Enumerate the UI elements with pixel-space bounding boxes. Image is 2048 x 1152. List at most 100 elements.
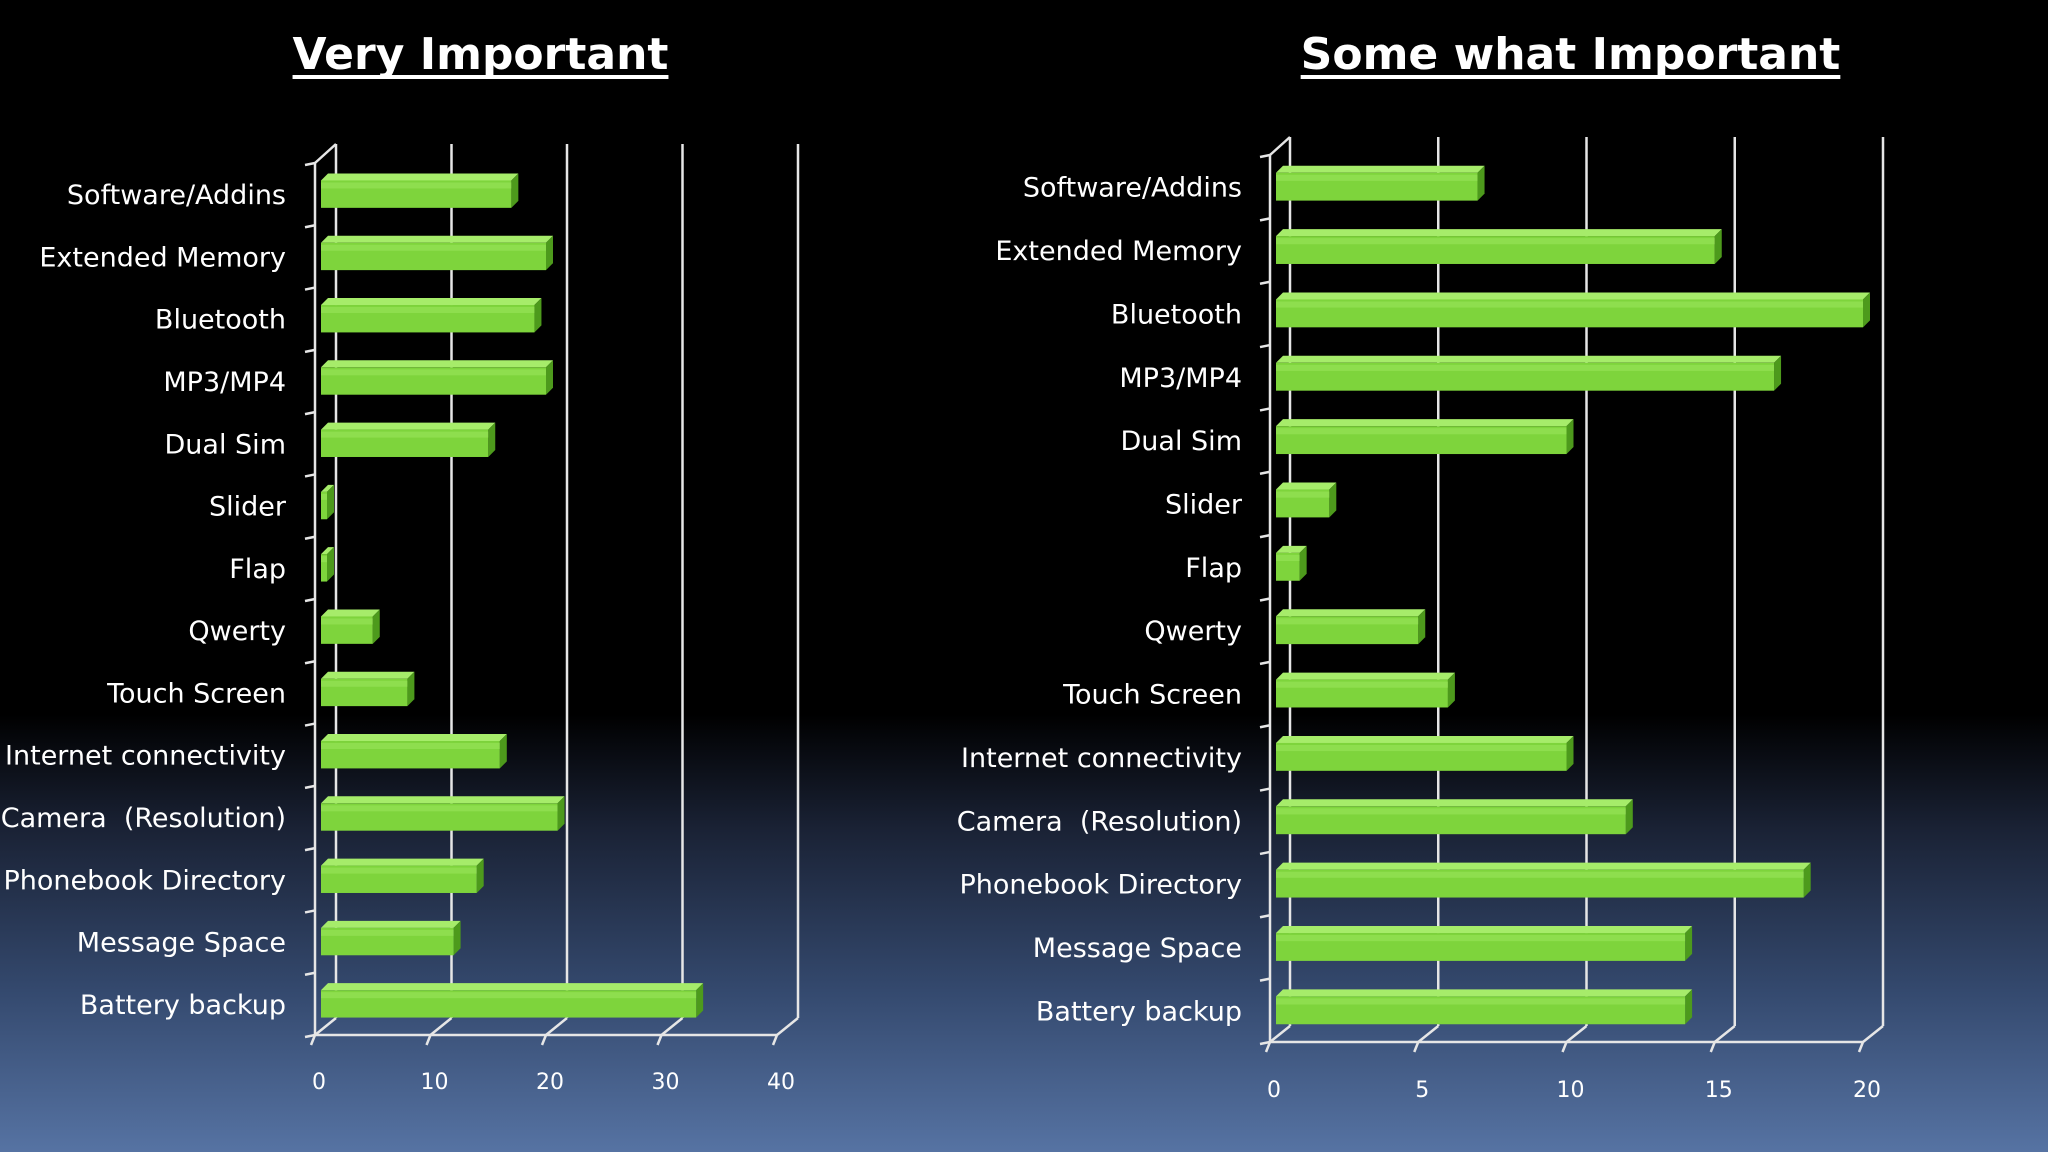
- bar: [321, 671, 415, 707]
- x-tick-label: 10: [421, 1070, 449, 1095]
- bar-highlight: [1276, 491, 1330, 498]
- bar: [321, 360, 553, 395]
- y-tick-mark: [304, 1033, 316, 1039]
- bar: [1276, 799, 1633, 835]
- bar-side: [557, 796, 565, 831]
- category-label: Internet connectivity: [5, 741, 286, 772]
- bar-highlight: [1276, 935, 1686, 942]
- bar: [1276, 862, 1811, 898]
- bar-top: [321, 173, 519, 181]
- bar-top: [1276, 672, 1455, 680]
- floor-gridline: [429, 1017, 453, 1036]
- x-tick-mark: [309, 1034, 317, 1046]
- bar: [321, 173, 519, 208]
- category-label: Qwerty: [1144, 616, 1242, 647]
- bar: [321, 547, 334, 582]
- floor-gridline: [1565, 1025, 1588, 1043]
- bar-highlight: [1276, 871, 1804, 878]
- bar-top: [1276, 989, 1693, 997]
- x-tick-label: 0: [1267, 1078, 1281, 1103]
- x-tick-label: 5: [1415, 1078, 1429, 1103]
- title-underline: [292, 75, 669, 79]
- x-tick-mark: [1857, 1041, 1865, 1053]
- bar-top: [1276, 292, 1870, 300]
- category-label: Battery backup: [1036, 996, 1242, 1027]
- bar-highlight: [1276, 681, 1448, 688]
- bar-top: [1276, 482, 1337, 490]
- bar-highlight: [321, 867, 477, 874]
- x-tick-label: 10: [1557, 1078, 1585, 1103]
- bar-side: [499, 734, 507, 769]
- bar-highlight: [1276, 744, 1567, 752]
- bar: [321, 858, 484, 893]
- x-tick-label: 15: [1705, 1078, 1733, 1103]
- bar-highlight: [1276, 364, 1775, 371]
- bar-side: [1685, 926, 1693, 961]
- y-tick-mark: [1259, 407, 1271, 412]
- bar-top: [321, 920, 461, 928]
- floor-gridline: [1269, 1025, 1291, 1043]
- chart-somewhat-important: Some what Important Software/Addins Extend…: [957, 29, 1885, 1103]
- category-label: Phonebook Directory: [960, 870, 1242, 901]
- category-label: Touch Screen: [1062, 680, 1242, 711]
- bar: [1276, 165, 1485, 201]
- bar-side: [696, 983, 704, 1018]
- y-tick-mark: [1259, 343, 1271, 349]
- category-label: Touch Screen: [106, 678, 286, 709]
- bar-highlight: [321, 618, 373, 625]
- bar-front: [321, 491, 327, 520]
- x-tick-mark: [425, 1034, 432, 1046]
- bar-top: [321, 235, 553, 243]
- category-label: Extended Memory: [39, 242, 286, 273]
- bar-side: [1299, 545, 1307, 581]
- bar-highlight: [1276, 998, 1686, 1005]
- floor-gridline: [1713, 1025, 1736, 1043]
- y-tick-mark: [304, 473, 316, 478]
- chart-title: Some what Important: [1301, 29, 1841, 80]
- category-label: Camera (Resolution): [1, 803, 286, 834]
- bar-side: [1774, 355, 1782, 391]
- bar: [1276, 735, 1574, 771]
- bar-top: [321, 858, 484, 866]
- y-tick-mark: [304, 224, 316, 229]
- bar-highlight: [321, 556, 327, 563]
- category-label: MP3/MP4: [163, 367, 286, 398]
- bar-highlight: [1276, 174, 1478, 181]
- x-tick-label: 30: [652, 1070, 680, 1095]
- bar-highlight: [321, 992, 697, 999]
- category-label: Internet connectivity: [961, 743, 1242, 774]
- bar-highlight: [321, 929, 454, 936]
- axis-depth-top: [1269, 136, 1291, 156]
- bar-side: [1685, 989, 1693, 1025]
- bar: [321, 920, 461, 956]
- y-tick-mark: [1259, 597, 1271, 602]
- bar-side: [488, 422, 496, 457]
- y-tick-mark: [304, 971, 316, 976]
- bar-side: [1477, 165, 1485, 201]
- y-tick-mark: [304, 597, 316, 603]
- y-tick-mark: [1259, 850, 1271, 856]
- bar-top: [321, 983, 704, 991]
- bar-highlight: [321, 307, 535, 314]
- bar-front: [321, 554, 327, 582]
- bar-top: [321, 547, 334, 555]
- chart-very-important: Very Important Software/Addins Extended Me…: [1, 29, 800, 1095]
- floor-gridline: [660, 1017, 684, 1036]
- y-tick-mark: [1259, 470, 1271, 476]
- bar-side: [546, 360, 553, 395]
- category-label: Message Space: [77, 928, 286, 959]
- y-tick-mark: [1259, 660, 1271, 666]
- bar-top: [321, 422, 496, 430]
- floor-gridline: [545, 1017, 568, 1036]
- y-tick-mark: [304, 846, 316, 852]
- bar-top: [1276, 355, 1782, 363]
- x-tick-mark: [1561, 1041, 1568, 1053]
- bar-highlight: [1276, 554, 1300, 562]
- y-tick-mark: [304, 348, 316, 354]
- bar: [1276, 926, 1693, 961]
- bar-side: [1566, 735, 1574, 771]
- bar-highlight: [321, 369, 546, 376]
- category-label: Slider: [1165, 489, 1243, 520]
- bar: [321, 734, 507, 769]
- x-tick-label: 40: [767, 1070, 795, 1095]
